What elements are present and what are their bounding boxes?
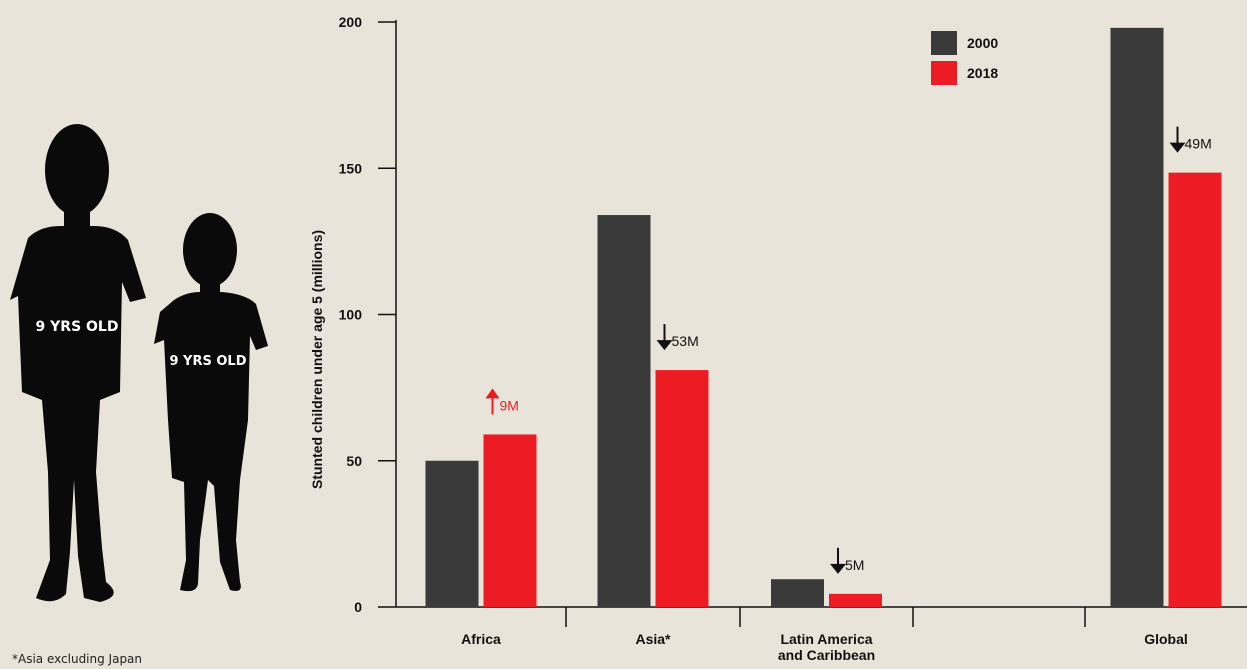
chart-axes: 0 50 100 150 200 Stunted children under age 5…	[309, 14, 1247, 663]
y-tick-label: 0	[354, 599, 362, 615]
legend-swatch-2018	[931, 61, 957, 85]
x-category-label: Africa	[461, 631, 501, 647]
arrow-head	[830, 563, 846, 574]
bar-2018-latin-america	[829, 593, 882, 607]
y-tick-label: 100	[339, 307, 363, 323]
x-category-label: Latin America and Caribbean	[778, 631, 875, 663]
y-tick-label: 50	[346, 453, 362, 469]
change-label: 5M	[845, 557, 864, 573]
bar-2000-latin-america	[771, 579, 824, 607]
y-tick-label: 200	[339, 14, 363, 30]
tall-figure-label: 9 YRS OLD	[36, 319, 119, 335]
bar-2000-asia-	[597, 215, 651, 608]
x-category-label: Asia*	[635, 631, 671, 647]
arrow-head	[485, 388, 500, 399]
child-silhouette-short	[154, 213, 268, 592]
legend-label-2018: 2018	[967, 65, 998, 81]
bar-2018-africa	[483, 434, 537, 607]
chart-legend: 2000 2018	[931, 31, 998, 85]
arrow-head	[1169, 142, 1186, 153]
change-annotation-down: 5M	[830, 547, 864, 574]
bar-2000-global	[1110, 27, 1164, 608]
bar-2000-africa	[425, 460, 479, 607]
change-annotation-up: 9M	[485, 388, 519, 415]
chart-annotations: 9M 53M 5M 49M	[485, 126, 1212, 574]
change-annotation-down: 53M	[656, 324, 699, 351]
footnote: *Asia excluding Japan	[12, 652, 143, 666]
change-label: 49M	[1185, 136, 1212, 152]
legend-swatch-2000	[931, 31, 957, 55]
change-label: 9M	[500, 397, 519, 413]
change-label: 53M	[672, 333, 699, 349]
y-axis-label: Stunted children under age 5 (millions)	[309, 230, 325, 489]
y-tick-label: 150	[339, 160, 363, 176]
short-figure-label: 9 YRS OLD	[169, 354, 246, 369]
bar-2018-global	[1168, 172, 1222, 607]
change-annotation-down: 49M	[1169, 126, 1212, 153]
child-silhouette-tall	[10, 124, 146, 602]
chart-bars	[425, 27, 1222, 608]
bar-2018-asia-	[655, 370, 709, 607]
arrow-head	[656, 340, 673, 351]
x-category-label: Global	[1144, 631, 1188, 647]
legend-label-2000: 2000	[967, 35, 998, 51]
